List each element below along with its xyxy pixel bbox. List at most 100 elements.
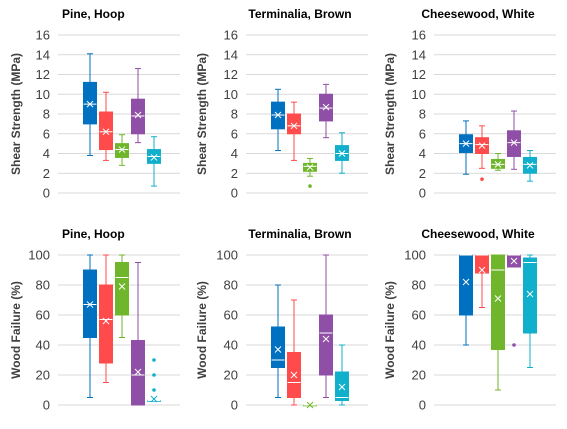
mean-marker [274, 346, 282, 353]
mean-marker [306, 401, 314, 409]
y-tick-label: 60 [412, 308, 426, 323]
y-tick-label: 10 [412, 87, 426, 102]
mean-marker [134, 111, 142, 119]
y-tick-label: 20 [36, 368, 50, 383]
mean-marker [526, 161, 534, 169]
y-tick-label: 16 [224, 28, 238, 43]
y-tick-label: 2 [43, 166, 50, 181]
box-series-5 [335, 132, 349, 174]
panel-title: Terminalia, Brown [248, 7, 351, 21]
y-tick-label: 6 [419, 126, 426, 141]
mean-marker-stroke [150, 154, 158, 161]
y-tick-label: 8 [231, 107, 238, 122]
mean-marker [338, 383, 346, 391]
y-tick-label: 8 [419, 107, 426, 122]
outlier-point [512, 343, 516, 347]
mean-marker [510, 257, 518, 265]
mean-marker [494, 161, 502, 168]
mean-marker [86, 100, 94, 108]
box-series-5 [147, 136, 161, 187]
mean-marker-stroke [134, 368, 142, 376]
box-series-1 [271, 88, 285, 152]
y-tick-label: 0 [419, 398, 426, 413]
mean-marker-stroke [322, 335, 330, 343]
mean-marker-stroke [494, 161, 502, 168]
y-tick-label: 0 [43, 398, 50, 413]
mean-marker [150, 154, 158, 161]
mean-marker [86, 301, 94, 308]
y-tick-label: 0 [231, 186, 238, 201]
y-tick-label: 100 [28, 248, 50, 263]
mean-marker [118, 146, 126, 153]
mean-marker [494, 295, 502, 302]
panel-terminalia-brown-wood-failure: Terminalia, Brown Wood Failure (%) 0 20 40… [195, 227, 368, 413]
box-iqr [287, 113, 301, 135]
box-series-1 [459, 254, 473, 346]
mean-marker [118, 283, 126, 290]
box-series-2 [99, 91, 113, 161]
box-series-5 [523, 254, 537, 368]
y-tick-label: 14 [36, 47, 50, 62]
panel-terminalia-brown-shear: Terminalia, Brown Shear Strength (MPa) 0… [195, 7, 368, 201]
mean-marker-stroke [150, 395, 158, 403]
mean-marker [274, 111, 282, 119]
y-tick-label: 60 [36, 308, 50, 323]
y-tick-label: 10 [36, 87, 50, 102]
mean-marker-stroke [290, 122, 298, 130]
mean-marker-stroke [274, 111, 282, 119]
box-iqr [99, 111, 113, 151]
y-tick-label: 12 [224, 67, 238, 82]
panel-title: Terminalia, Brown [248, 227, 351, 241]
box-series-1 [83, 53, 97, 156]
mean-marker-stroke [494, 295, 502, 302]
y-tick-label: 100 [216, 248, 238, 263]
box-series-2 [287, 299, 301, 406]
box-series-2 [475, 125, 489, 181]
mean-marker [290, 371, 298, 379]
outlier-point [152, 373, 156, 377]
mean-marker-stroke [462, 278, 470, 286]
box-series-4 [319, 254, 333, 398]
panel-title: Cheesewood, White [421, 7, 535, 21]
y-tick-label: 6 [231, 126, 238, 141]
y-axis-label: Wood Failure (%) [9, 281, 23, 379]
y-tick-label: 16 [36, 28, 50, 43]
y-tick-label: 0 [231, 398, 238, 413]
box-series-3 [491, 153, 505, 171]
y-tick-label: 40 [224, 338, 238, 353]
mean-marker-stroke [118, 283, 126, 290]
mean-marker [306, 163, 314, 171]
mean-marker [510, 139, 518, 146]
mean-marker-stroke [462, 140, 470, 147]
y-tick-label: 10 [224, 87, 238, 102]
box-series-1 [271, 284, 285, 398]
mean-marker-stroke [274, 346, 282, 353]
box-iqr [335, 371, 349, 401]
y-tick-label: 12 [412, 67, 426, 82]
y-tick-label: 12 [36, 67, 50, 82]
mean-marker-stroke [322, 103, 330, 111]
y-axis-label: Wood Failure (%) [383, 281, 397, 379]
box-iqr [99, 284, 113, 364]
mean-marker-stroke [510, 257, 518, 265]
mean-marker [462, 140, 470, 147]
mean-marker [322, 103, 330, 111]
y-axis-label: Wood Failure (%) [195, 281, 209, 379]
y-axis-label: Shear Strength (MPa) [9, 53, 23, 175]
y-tick-label: 14 [412, 47, 426, 62]
mean-marker-stroke [478, 142, 486, 149]
mean-marker-stroke [526, 161, 534, 169]
mean-marker-stroke [102, 128, 110, 136]
y-tick-label: 16 [412, 28, 426, 43]
box-series-1 [83, 254, 97, 398]
box-series-5 [335, 344, 349, 406]
mean-marker-stroke [526, 290, 534, 298]
outlier-point [308, 184, 312, 188]
panel-cheesewood-white-shear: Cheesewood, White Shear Strength (MPa) 0… [383, 7, 556, 201]
y-tick-label: 14 [224, 47, 238, 62]
box-series-5 [147, 358, 161, 403]
box-series-3 [115, 134, 129, 166]
y-tick-label: 0 [419, 186, 426, 201]
box-iqr [115, 143, 129, 158]
